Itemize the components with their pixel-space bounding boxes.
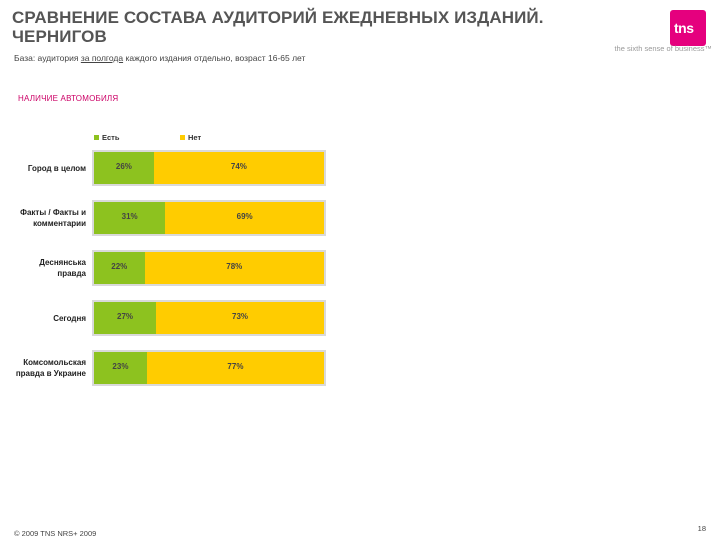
page-title-line-2: ЧЕРНИГОВ	[12, 27, 107, 46]
bar-row: 23% 77%	[92, 350, 326, 386]
bar-row: 26% 74%	[92, 150, 326, 186]
data-label: 73%	[232, 312, 249, 321]
data-label: 23%	[112, 362, 129, 371]
bar-segment-yes	[94, 302, 157, 334]
bar-segment-yes	[94, 352, 147, 384]
legend-label: Нет	[188, 133, 202, 142]
legend-swatch	[180, 135, 185, 140]
data-label: 22%	[111, 262, 128, 271]
legend-label: Есть	[102, 133, 120, 142]
bar-segment-no	[146, 352, 324, 384]
bar-track: 26% 74%	[94, 152, 324, 184]
page-number: 18	[697, 524, 706, 533]
page-title-line-1: СРАВНЕНИЕ СОСТАВА АУДИТОРИЙ ЕЖЕДНЕВНЫХ И…	[12, 8, 544, 27]
bar-row: 22% 78%	[92, 250, 326, 286]
data-label: 26%	[115, 162, 132, 171]
category-label: Сегодня	[53, 313, 86, 323]
tns-logo: tns	[670, 10, 706, 46]
bar-segment-yes	[94, 202, 166, 234]
base-prefix: База: аудитория	[14, 53, 81, 63]
category-label: Комсомольская правда в Украине	[15, 358, 86, 378]
data-label: 31%	[121, 212, 138, 221]
base-description: База: аудитория за полгода каждого издан…	[14, 53, 305, 63]
category-label: Город в целом	[27, 163, 86, 173]
bar-segment-yes	[94, 252, 145, 284]
base-underlined: за полгода	[80, 53, 124, 63]
data-label: 74%	[230, 162, 247, 171]
tns-logo-text: tns	[674, 20, 694, 36]
bar-row: 27% 73%	[92, 300, 326, 336]
bar-track: 22% 78%	[94, 252, 324, 284]
bar-segment-no	[153, 152, 324, 184]
section-label: НАЛИЧИЕ АВТОМОБИЛЯ	[18, 94, 119, 103]
bar-track: 31% 69%	[94, 202, 324, 234]
bar-segment-no	[144, 252, 324, 284]
base-suffix: каждого издания отдельно, возраст 16-65 …	[123, 53, 306, 63]
category-label: Факты / Факты и комментарии	[20, 208, 86, 228]
bar-row: 31% 69%	[92, 200, 326, 236]
data-label: 27%	[117, 312, 134, 321]
logo-tagline: the sixth sense of business™	[614, 44, 712, 53]
data-label: 77%	[227, 362, 244, 371]
data-label: 78%	[226, 262, 243, 271]
bar-track: 27% 73%	[94, 302, 324, 334]
bar-segment-no	[156, 302, 324, 334]
bar-segment-yes	[94, 152, 154, 184]
category-label: Деснянська правда	[39, 258, 86, 278]
footer-copyright: © 2009 TNS NRS+ 2009	[14, 529, 97, 538]
legend-swatch	[94, 135, 99, 140]
data-label: 69%	[236, 212, 253, 221]
bar-segment-no	[165, 202, 324, 234]
bar-track: 23% 77%	[94, 352, 324, 384]
page-title: СРАВНЕНИЕ СОСТАВА АУДИТОРИЙ ЕЖЕДНЕВНЫХ И…	[12, 8, 602, 46]
